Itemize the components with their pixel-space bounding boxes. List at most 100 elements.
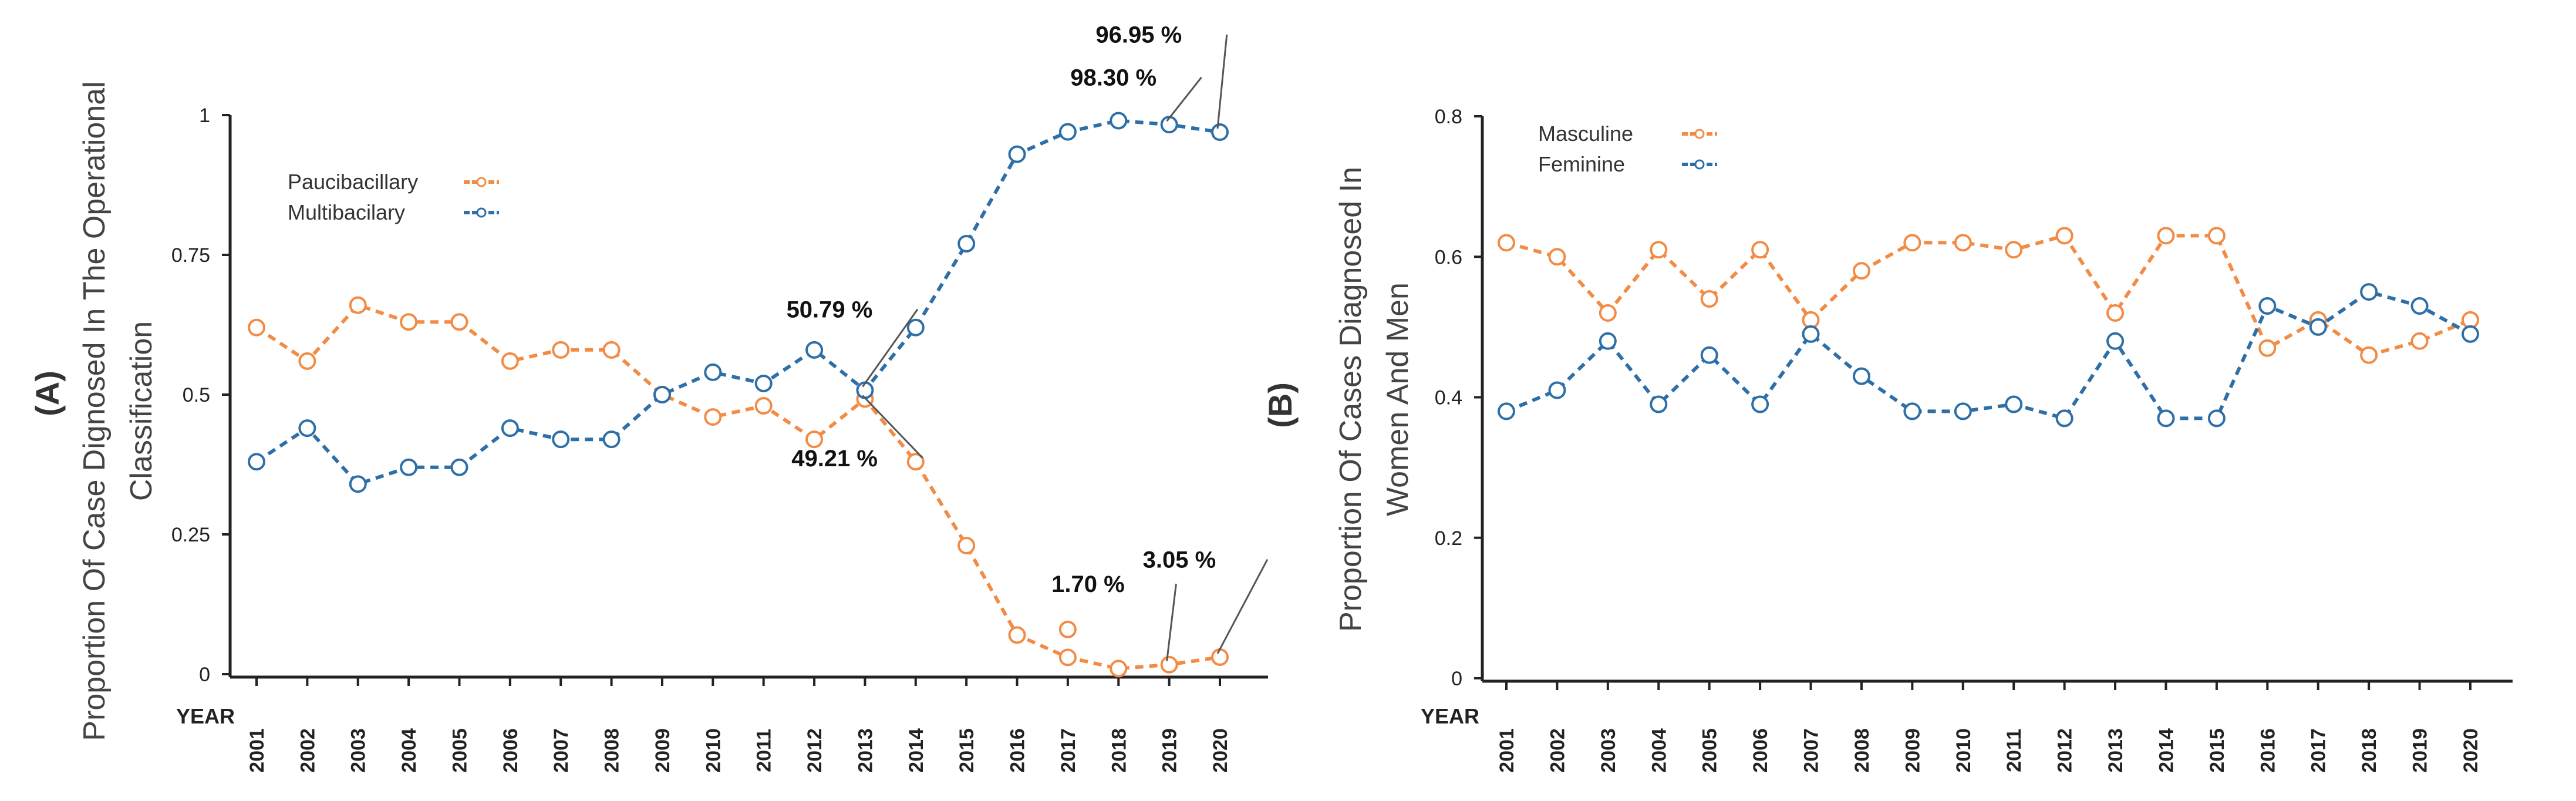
- y-tick-label: 0.5: [183, 384, 210, 406]
- annotation-leader: [1166, 583, 1177, 661]
- legend-label: Multibacilary: [288, 200, 405, 224]
- panel-label: (A): [29, 371, 66, 416]
- data-point-masculine: [2258, 339, 2277, 357]
- data-point-feminine: [1498, 402, 1515, 420]
- x-tick-label: 2003: [1597, 728, 1620, 773]
- x-tick-label: 2016: [2257, 728, 2279, 773]
- series-line-feminine: [1505, 290, 2472, 420]
- data-point-paucibacillary: [704, 408, 722, 426]
- data-point-paucibacillary: [1110, 659, 1128, 678]
- data-point-feminine: [1954, 402, 1972, 420]
- data-point-multibacilary: [754, 374, 773, 392]
- y-axis-title-line2: Classification: [124, 321, 159, 501]
- x-tick-label: 2013: [854, 728, 876, 773]
- legend-label: Paucibacillary: [288, 170, 418, 194]
- data-point-paucibacillary: [349, 296, 367, 314]
- data-point-masculine: [1548, 248, 1566, 266]
- x-tick-label: 2008: [601, 728, 623, 773]
- x-tick-label: 2005: [449, 728, 471, 773]
- data-point-masculine: [2106, 304, 2125, 322]
- x-tick-label: 2012: [804, 728, 826, 773]
- data-point-paucibacillary: [957, 537, 976, 555]
- data-point-paucibacillary: [400, 313, 418, 331]
- data-point-multibacilary: [653, 386, 671, 403]
- data-point-masculine: [2157, 227, 2175, 245]
- y-tick-label: 0.8: [1435, 106, 1462, 128]
- annotation-label: 96.95 %: [1095, 22, 1182, 48]
- annotation-label: 98.30 %: [1070, 65, 1156, 91]
- y-axis-title-line2: Women And Men: [1381, 282, 1415, 516]
- x-tick-label: 2001: [246, 728, 268, 773]
- y-axis-title-line1: Proportion Of Case Dignosed In The Opera…: [77, 81, 112, 741]
- data-point-multibacilary: [906, 318, 925, 336]
- data-point-multibacilary: [501, 419, 519, 437]
- panel-label: (B): [1262, 382, 1299, 428]
- x-tick-label: 2009: [1901, 728, 1924, 773]
- data-point-feminine: [2005, 395, 2023, 413]
- x-axis-title: YEAR: [176, 704, 235, 728]
- annotation-label: 3.05 %: [1143, 547, 1216, 573]
- y-tick-label: 0.6: [1435, 246, 1462, 268]
- data-point-multibacilary: [1008, 145, 1026, 163]
- x-tick-label: 2001: [1496, 728, 1518, 773]
- data-point-multibacilary: [1110, 112, 1128, 130]
- x-tick-label: 2011: [753, 729, 776, 772]
- data-point-paucibacillary: [1058, 648, 1077, 667]
- x-tick-label: 2018: [1108, 728, 1130, 773]
- legend-marker: [476, 177, 487, 187]
- data-point-paucibacillary: [805, 430, 824, 449]
- data-point-feminine: [1802, 325, 1820, 343]
- legend-label: Feminine: [1538, 152, 1625, 176]
- x-tick-label: 2015: [956, 728, 978, 773]
- x-tick-label: 2004: [1648, 728, 1670, 773]
- x-tick-label: 2011: [2003, 729, 2025, 772]
- data-point-masculine: [1498, 234, 1515, 252]
- data-point-feminine: [2055, 409, 2073, 428]
- x-tick-label: 2012: [2054, 728, 2076, 773]
- annotation-leader: [862, 395, 923, 459]
- x-tick-label: 2019: [2409, 728, 2432, 773]
- data-point-feminine: [1751, 395, 1769, 413]
- annotation-label: 49.21 %: [791, 446, 878, 472]
- annotation-label: 50.79 %: [787, 297, 873, 323]
- annotation-leader: [1166, 76, 1202, 122]
- data-point-multibacilary: [1211, 123, 1229, 142]
- chart-panel-b: 0 0.2 0.4 0.6 0.8 2001 2002 2003 2004 2005 2006 200…: [1262, 106, 2513, 773]
- data-point-multibacilary: [957, 234, 976, 253]
- chart-panel-a: 0 0.25 0.5 0.75 1 2001 2002 2003 2004 2005 2006 200…: [29, 22, 1269, 773]
- x-tick-label: 2010: [702, 728, 724, 773]
- data-point-multibacilary: [349, 475, 367, 493]
- y-axis-title-line1: Proportion Of Cases Diagnosed In: [1334, 167, 1368, 632]
- y-tick-label: 0.2: [1435, 527, 1462, 550]
- data-point-paucibacillary: [1160, 655, 1178, 674]
- legend-marker: [476, 207, 487, 218]
- data-point-feminine: [2207, 409, 2226, 428]
- data-point-masculine: [1852, 262, 1870, 280]
- annotation-leader: [1216, 34, 1228, 129]
- x-tick-label: 2016: [1007, 728, 1029, 773]
- data-point-masculine: [2055, 227, 2073, 245]
- y-tick-label: 0: [199, 664, 210, 686]
- x-tick-label: 2006: [500, 728, 522, 773]
- data-point-paucibacillary: [602, 341, 621, 359]
- x-tick-label: 2010: [1953, 728, 1975, 773]
- x-axis-title: YEAR: [1421, 704, 1479, 728]
- data-point-paucibacillary: [1211, 648, 1229, 666]
- data-point-feminine: [1548, 381, 1566, 399]
- legend-label: Masculine: [1538, 122, 1633, 146]
- data-point-multibacilary: [248, 453, 265, 471]
- legend-marker: [1694, 129, 1705, 139]
- data-point-masculine: [1903, 234, 1921, 252]
- data-point-multibacilary: [704, 363, 722, 381]
- data-point-masculine: [2207, 227, 2226, 245]
- data-point-multibacilary: [805, 341, 824, 359]
- x-tick-label: 2017: [1057, 728, 1080, 773]
- data-point-feminine: [1852, 367, 1870, 385]
- x-tick-label: 2007: [1800, 728, 1823, 773]
- data-point-paucibacillary: [552, 341, 570, 359]
- y-tick-label: 0.4: [1435, 387, 1462, 409]
- data-point-masculine: [1700, 290, 1718, 308]
- x-tick-label: 2017: [2308, 728, 2330, 773]
- x-tick-label: 2009: [652, 728, 674, 773]
